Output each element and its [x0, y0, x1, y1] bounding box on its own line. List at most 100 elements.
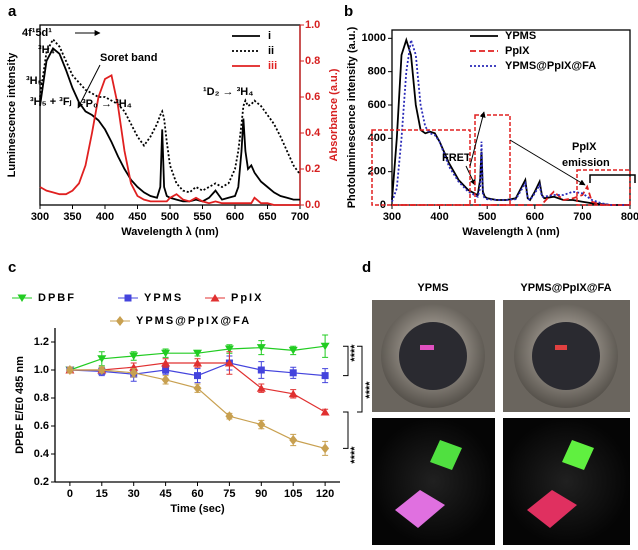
data-marker — [129, 352, 139, 360]
photo-spot — [420, 345, 434, 350]
photo-window — [399, 322, 467, 390]
x-tick-label: 650 — [258, 211, 276, 223]
legend-label: YPMS — [144, 292, 183, 304]
x-tick-label: 30 — [128, 488, 140, 500]
x-tick-label: 15 — [96, 488, 108, 500]
x-tick-label: 120 — [316, 488, 334, 500]
y2-axis-label: Absorbance (a.u.) — [328, 68, 340, 161]
x-tick-label: 400 — [96, 211, 114, 223]
significance-bracket — [343, 411, 349, 449]
x-tick-label: 500 — [478, 211, 496, 223]
annotation: **** — [349, 446, 361, 464]
data-marker — [288, 346, 298, 355]
highlight-box — [576, 169, 631, 206]
photo-sample — [527, 490, 577, 528]
highlight-box — [371, 129, 471, 206]
x-tick-label: 60 — [191, 488, 203, 500]
photo — [503, 418, 630, 545]
legend-label: YPMS — [505, 30, 536, 42]
y-tick-label: 400 — [368, 132, 386, 144]
x-tick-label: 45 — [159, 488, 171, 500]
data-marker — [97, 365, 106, 375]
legend-label: i — [268, 30, 271, 42]
series-line — [39, 46, 300, 203]
significance-bracket — [357, 345, 363, 413]
panel-label: b — [344, 3, 353, 20]
annotation: Soret band — [100, 52, 157, 64]
x-tick-label: 90 — [255, 488, 267, 500]
annotation-arrow — [77, 64, 101, 109]
x-tick-label: 800 — [621, 211, 638, 223]
x-axis-label: Wavelength λ (nm) — [462, 226, 560, 238]
y2-tick-label: 0.0 — [305, 199, 320, 211]
legend-label: ii — [268, 45, 274, 57]
photo-spot — [555, 345, 567, 350]
data-marker — [161, 349, 171, 358]
x-tick-label: 500 — [161, 211, 179, 223]
series-line — [39, 37, 301, 194]
data-marker — [288, 389, 298, 398]
annotation: **** — [349, 344, 361, 362]
data-marker — [257, 366, 265, 374]
annotation: FRET — [442, 152, 471, 164]
x-tick-label: 105 — [284, 488, 302, 500]
annotation: emission — [562, 157, 610, 169]
annotation: ³H₄ — [38, 44, 55, 56]
annotation: PpIX — [572, 141, 597, 153]
photo-column-label: YPMS — [417, 282, 448, 294]
data-marker — [256, 344, 266, 352]
legend-marker — [124, 294, 132, 302]
y-tick-label: 1000 — [362, 32, 386, 44]
y2-tick-label: 1.0 — [305, 19, 320, 31]
legend-label: YPMS@PpIX@FA — [505, 60, 596, 72]
x-tick-label: 300 — [31, 211, 49, 223]
data-marker — [193, 383, 202, 394]
y-axis-label: DPBF E/E0 485 nm — [14, 356, 26, 454]
data-marker — [194, 372, 201, 380]
legend-marker — [116, 316, 124, 326]
legend-label: PpIX — [505, 45, 530, 57]
significance-bracket — [343, 345, 349, 377]
data-marker — [289, 369, 297, 377]
y2-tick-label: 0.8 — [305, 55, 320, 67]
series-line — [39, 74, 300, 206]
data-marker — [320, 342, 330, 351]
data-marker — [193, 359, 202, 367]
legend-marker — [210, 294, 220, 302]
photo-grid — [372, 300, 630, 545]
y-tick-label: 0.8 — [34, 392, 49, 404]
annotation: **** — [364, 381, 376, 399]
y-tick-label: 0.2 — [34, 476, 49, 488]
x-tick-label: 400 — [430, 211, 448, 223]
data-marker — [97, 355, 107, 363]
y2-tick-label: 0.4 — [305, 127, 321, 139]
y-tick-label: 1.0 — [34, 364, 49, 376]
y-tick-label: 200 — [368, 166, 386, 178]
y2-tick-label: 0.6 — [305, 91, 320, 103]
x-tick-label: 700 — [573, 211, 591, 223]
x-tick-label: 600 — [226, 211, 244, 223]
data-marker — [129, 367, 138, 378]
data-marker — [161, 359, 171, 367]
data-marker — [289, 435, 298, 445]
photo-column-label: YPMS@PpIX@FA — [520, 282, 611, 294]
data-marker — [321, 372, 329, 380]
x-tick-label: 700 — [291, 211, 309, 223]
data-marker — [225, 411, 234, 422]
annotation: 4f¹5d¹ — [22, 27, 52, 39]
annotation: ³P₀ → ³H₄ — [82, 98, 132, 110]
data-marker — [224, 359, 234, 367]
x-tick-label: 600 — [526, 211, 544, 223]
photo-sample — [430, 440, 462, 470]
annotation: ¹D₂ → ³H₄ — [203, 86, 253, 98]
y-tick-label: 0.6 — [34, 420, 49, 432]
panel-label: a — [8, 3, 17, 20]
y-tick-label: 0.4 — [34, 448, 50, 460]
series-line — [392, 184, 630, 206]
bracket — [589, 174, 636, 183]
panel-label: d — [362, 259, 371, 276]
y-tick-label: 1.2 — [34, 336, 49, 348]
legend-label: iii — [268, 60, 277, 72]
data-marker — [161, 374, 170, 385]
